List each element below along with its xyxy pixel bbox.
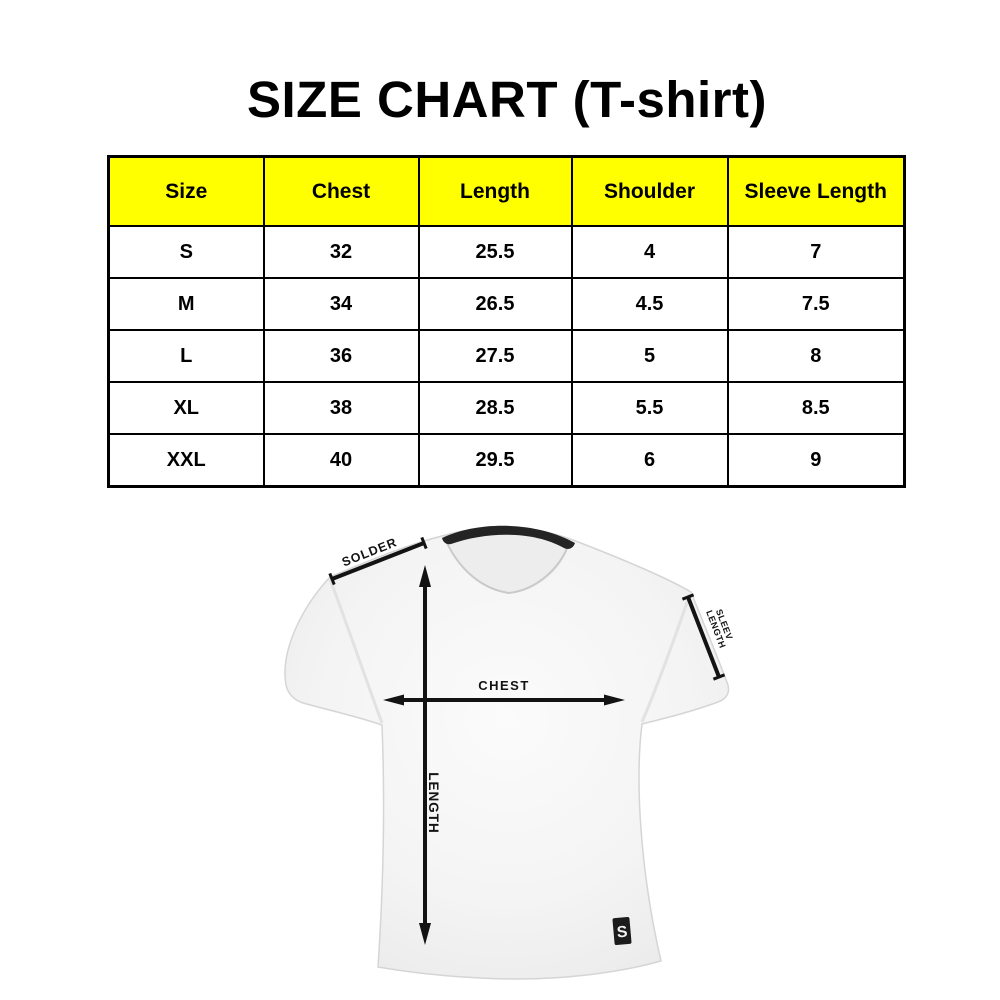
column-header-sleeve-length: Sleeve Length <box>726 155 906 227</box>
left-sleeve-seam <box>328 578 384 724</box>
shoulder-dimension-line <box>328 536 428 586</box>
cell-xxl-0: XXL <box>107 433 265 488</box>
cell-s-3: 4 <box>570 225 729 279</box>
table-row-s: S 32 25.5 4 7 <box>107 225 906 279</box>
cell-xxl-3: 6 <box>570 433 729 488</box>
table-row-xxl: XXL 40 29.5 6 9 <box>107 433 906 488</box>
length-arrow <box>419 565 431 945</box>
length-label: LENGTH <box>426 772 441 834</box>
column-header-size: Size <box>107 155 265 227</box>
column-header-shoulder: Shoulder <box>570 155 729 227</box>
chest-arrow <box>383 694 625 706</box>
cell-s-4: 7 <box>726 225 906 279</box>
cell-m-2: 26.5 <box>417 277 573 331</box>
cell-l-3: 5 <box>570 329 729 383</box>
brand-tag: S <box>612 916 632 946</box>
cell-xxl-2: 29.5 <box>417 433 573 488</box>
neck-opening <box>447 533 569 594</box>
chest-label: CHEST <box>478 678 530 693</box>
column-header-chest: Chest <box>262 155 420 227</box>
table-row-xl: XL 38 28.5 5.5 8.5 <box>107 381 906 435</box>
header-row: Size Chest Length Shoulder Sleeve Length <box>107 155 906 227</box>
collar <box>442 525 575 549</box>
cell-l-0: L <box>107 329 265 383</box>
cell-xl-3: 5.5 <box>570 381 729 435</box>
cell-m-0: M <box>107 277 265 331</box>
cell-xl-4: 8.5 <box>726 381 906 435</box>
cell-l-2: 27.5 <box>417 329 573 383</box>
cell-m-1: 34 <box>262 277 420 331</box>
column-header-length: Length <box>417 155 573 227</box>
table-row-m: M 34 26.5 4.5 7.5 <box>107 277 906 331</box>
cell-xxl-4: 9 <box>726 433 906 488</box>
tshirt-diagram: LENGTH CHEST SOLDER SLEEV LENGTH S <box>284 525 735 980</box>
cell-xl-2: 28.5 <box>417 381 573 435</box>
cell-xxl-1: 40 <box>262 433 420 488</box>
page-title: SIZE CHART (T-shirt) <box>247 71 767 128</box>
tshirt-shape <box>284 526 730 980</box>
right-sleeve-seam <box>640 593 692 723</box>
cell-s-1: 32 <box>262 225 420 279</box>
cell-l-1: 36 <box>262 329 420 383</box>
cell-s-2: 25.5 <box>417 225 573 279</box>
size-table-body: S 32 25.5 4 7 M 34 26.5 4.5 7.5 L 36 27.5 5 8 XL 38 28.5 5… <box>107 225 906 488</box>
cell-xl-0: XL <box>107 381 265 435</box>
table-row-l: L 36 27.5 5 8 <box>107 329 906 383</box>
size-chart-table: Size Chest Length Shoulder Sleeve Length S 32… <box>107 155 906 488</box>
neckline-edge <box>446 542 569 595</box>
brand-tag-letter: S <box>616 924 628 942</box>
sleeve-dimension-line <box>681 593 726 681</box>
cell-m-4: 7.5 <box>726 277 906 331</box>
cell-l-4: 8 <box>726 329 906 383</box>
cell-xl-1: 38 <box>262 381 420 435</box>
cell-s-0: S <box>107 225 265 279</box>
cell-m-3: 4.5 <box>570 277 729 331</box>
